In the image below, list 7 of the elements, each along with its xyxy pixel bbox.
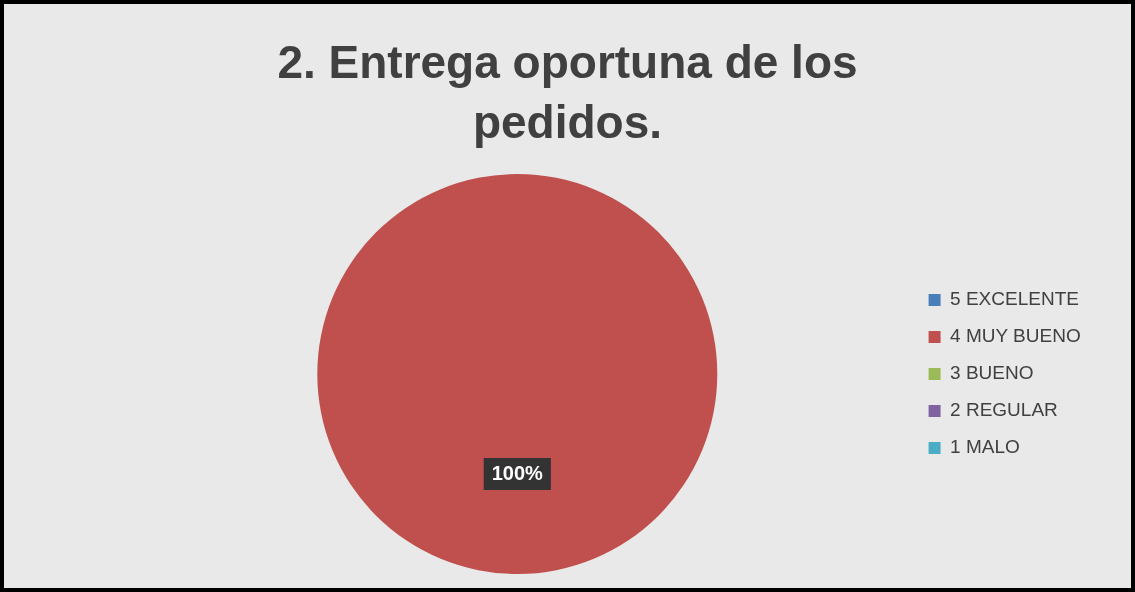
legend-label: 1 MALO bbox=[950, 436, 1020, 458]
legend-label: 2 REGULAR bbox=[950, 399, 1058, 421]
legend-label: 5 EXCELENTE bbox=[950, 288, 1079, 310]
chart-title: 2. Entrega oportuna de los pedidos. bbox=[276, 35, 859, 150]
legend-label: 3 BUENO bbox=[950, 362, 1034, 384]
legend-label: 4 MUY BUENO bbox=[950, 325, 1081, 347]
data-label: 100% bbox=[491, 461, 544, 484]
